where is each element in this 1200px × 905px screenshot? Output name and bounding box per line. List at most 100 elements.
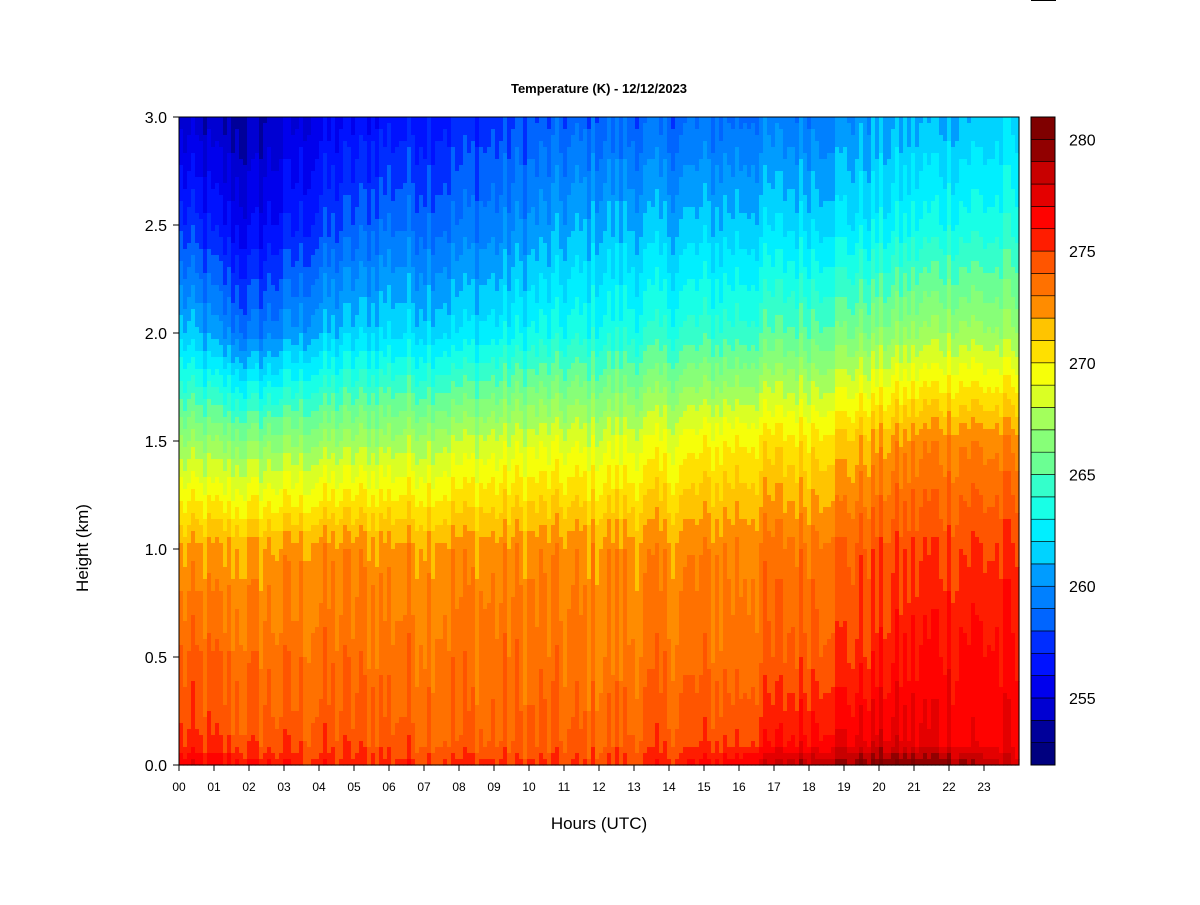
heatmap-cell: [447, 117, 452, 148]
heatmap-cell: [995, 117, 1000, 142]
heatmap-cell: [467, 435, 472, 460]
heatmap-cell: [591, 153, 596, 202]
heatmap-cell: [867, 441, 872, 478]
heatmap-cell: [727, 519, 732, 580]
heatmap-cell: [463, 339, 468, 358]
heatmap-cell: [875, 213, 880, 244]
heatmap-cell: [343, 351, 348, 370]
heatmap-cell: [283, 369, 288, 388]
heatmap-cell: [503, 633, 508, 748]
heatmap-cell: [395, 117, 400, 148]
heatmap-cell: [507, 213, 512, 256]
heatmap-cell: [891, 717, 896, 748]
heatmap-cell: [359, 405, 364, 424]
heatmap-cell: [947, 669, 952, 748]
heatmap-cell: [295, 429, 300, 448]
heatmap-cell: [215, 225, 220, 256]
heatmap-cell: [675, 423, 680, 448]
heatmap-cell: [651, 117, 656, 160]
heatmap-cell: [995, 627, 1000, 748]
heatmap-cell: [399, 453, 404, 478]
heatmap-cell: [799, 699, 804, 742]
heatmap-cell: [919, 273, 924, 304]
heatmap-cell: [567, 609, 572, 730]
heatmap-cell: [579, 345, 584, 364]
heatmap-cell: [339, 423, 344, 442]
heatmap-cell: [807, 489, 812, 526]
heatmap-cell: [627, 429, 632, 454]
heatmap-cell: [743, 165, 748, 214]
heatmap-cell: [407, 273, 412, 310]
heatmap-cell: [779, 423, 784, 448]
heatmap-cell: [779, 579, 784, 676]
heatmap-cell: [835, 117, 840, 148]
heatmap-cell: [555, 165, 560, 214]
heatmap-cell: [919, 369, 924, 388]
heatmap-cell: [187, 171, 192, 208]
heatmap-cell: [867, 231, 872, 262]
heatmap-cell: [271, 357, 276, 376]
colorbar-swatch: [1030, 429, 1056, 453]
heatmap-cell: [423, 249, 428, 286]
heatmap-cell: [995, 759, 1000, 766]
heatmap-cell: [703, 141, 708, 184]
heatmap-cell: [479, 117, 484, 148]
heatmap-cell: [283, 645, 288, 730]
heatmap-cell: [987, 747, 992, 760]
heatmap-cell: [651, 321, 656, 346]
y-tick-label: 2.0: [145, 326, 167, 343]
heatmap-cell: [411, 393, 416, 412]
heatmap-cell: [631, 453, 636, 484]
heatmap-cell: [687, 519, 692, 556]
heatmap-cell: [271, 453, 276, 472]
heatmap-cell: [435, 411, 440, 430]
heatmap-cell: [435, 747, 440, 766]
heatmap-cell: [651, 435, 656, 460]
heatmap-cell: [551, 441, 556, 472]
heatmap-cell: [511, 483, 516, 508]
heatmap-cell: [227, 117, 232, 154]
heatmap-cell: [247, 225, 252, 256]
heatmap-cell: [423, 363, 428, 382]
heatmap-cell: [587, 711, 592, 760]
heatmap-cell: [267, 243, 272, 274]
heatmap-cell: [603, 273, 608, 316]
heatmap-cell: [619, 549, 624, 682]
heatmap-cell: [539, 669, 544, 754]
heatmap-cell: [535, 225, 540, 262]
heatmap-cell: [491, 357, 496, 376]
y-tick-label: 0.0: [145, 758, 167, 775]
heatmap-cell: [231, 423, 236, 442]
heatmap-cell: [879, 537, 884, 628]
heatmap-cell: [211, 423, 216, 442]
heatmap-cell: [359, 447, 364, 466]
heatmap-cell: [359, 387, 364, 406]
heatmap-cell: [983, 393, 988, 412]
heatmap-cell: [559, 483, 564, 508]
heatmap-cell: [819, 351, 824, 376]
heatmap-cell: [539, 189, 544, 238]
heatmap-cell: [235, 525, 240, 550]
heatmap-cell: [923, 537, 928, 616]
heatmap-cell: [939, 369, 944, 394]
heatmap-cell: [439, 477, 444, 502]
heatmap-cell: [1007, 699, 1012, 754]
heatmap-cell: [535, 627, 540, 748]
heatmap-cell: [535, 537, 540, 628]
heatmap-cell: [587, 117, 592, 130]
heatmap-cell: [639, 117, 644, 154]
heatmap-cell: [979, 237, 984, 268]
heatmap-cell: [563, 399, 568, 424]
colorbar-tick-label: 265: [1069, 468, 1096, 485]
heatmap-cell: [519, 711, 524, 760]
heatmap-cell: [207, 213, 212, 250]
heatmap-cell: [851, 669, 856, 718]
heatmap-cell: [707, 339, 712, 364]
heatmap-cell: [527, 291, 532, 328]
heatmap-cell: [907, 417, 912, 442]
heatmap-cell: [975, 261, 980, 292]
heatmap-cell: [403, 477, 408, 496]
heatmap-cell: [811, 489, 816, 526]
heatmap-cell: [471, 453, 476, 478]
heatmap-cell: [775, 249, 780, 280]
